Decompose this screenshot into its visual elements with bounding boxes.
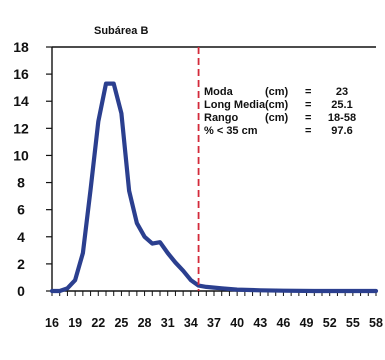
y-tick-label: 10 (13, 147, 29, 163)
x-tick-label: 43 (253, 316, 267, 330)
y-tick-label: 6 (17, 202, 25, 218)
x-tick-label: 25 (114, 316, 128, 330)
x-tick-label: 34 (184, 316, 198, 330)
stat-value: 97.6 (331, 125, 352, 137)
stat-value: 18-58 (328, 112, 356, 124)
stat-label: Rango (204, 112, 239, 124)
x-tick-label: 40 (230, 316, 244, 330)
y-tick-label: 4 (17, 229, 25, 245)
y-tick-label: 12 (13, 120, 29, 136)
x-tick-label: 46 (276, 316, 290, 330)
x-tick-label: 19 (68, 316, 82, 330)
series-line (49, 81, 379, 294)
plot-area (51, 46, 376, 292)
stat-value: 23 (336, 86, 348, 98)
chart-title: Subárea B (94, 25, 148, 37)
stat-value: 25.1 (331, 99, 352, 111)
stat-equals: = (305, 112, 311, 124)
y-tick-label: 8 (17, 175, 25, 191)
x-tick-label: 52 (323, 316, 337, 330)
x-tick-label: 16 (45, 316, 59, 330)
y-tick-label: 0 (17, 283, 25, 299)
x-tick-label: 55 (346, 316, 360, 330)
x-tick-label: 22 (91, 316, 105, 330)
y-tick-label: 18 (13, 39, 29, 55)
y-tick-label: 2 (17, 256, 25, 272)
x-tick-label: 28 (138, 316, 152, 330)
stat-label: Moda (204, 86, 234, 98)
stat-equals: = (305, 125, 311, 137)
stat-unit: (cm) (265, 86, 289, 98)
x-tick-label: 58 (369, 316, 383, 330)
x-tick-label: 31 (161, 316, 175, 330)
x-axis: 16 19 22 25 28 31 34 37 40 43 46 49 52 55 58 (45, 291, 383, 330)
x-tick-label: 49 (300, 316, 314, 330)
series-layer (49, 81, 379, 294)
stat-label: % < 35 cm (204, 125, 258, 137)
x-tick-label: 37 (207, 316, 221, 330)
y-axis: 0 2 4 6 8 10 12 14 16 18 (13, 39, 52, 299)
stat-unit: (cm) (265, 99, 289, 111)
stats-annotation: Moda (cm) = 23 Long Media (cm) = 25.1 Rango (cm) =… (204, 86, 356, 137)
stat-label: Long Media (204, 99, 266, 111)
stat-equals: = (305, 99, 311, 111)
stat-unit: (cm) (265, 112, 289, 124)
y-tick-label: 14 (13, 93, 29, 109)
stat-equals: = (305, 86, 311, 98)
y-tick-label: 16 (13, 66, 29, 82)
